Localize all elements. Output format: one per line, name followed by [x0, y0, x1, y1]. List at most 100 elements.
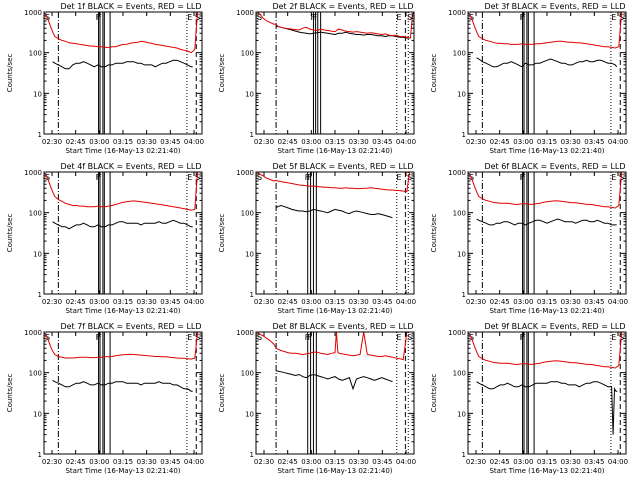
series-line-lld	[257, 12, 414, 39]
y-tick-label: 1	[462, 451, 466, 459]
x-tick-label: 03:15	[537, 458, 557, 466]
series-line-events	[275, 25, 411, 39]
y-tick-label: 1	[250, 451, 254, 459]
series-line-events	[476, 381, 618, 435]
x-tick-label: 03:15	[537, 138, 557, 146]
x-tick-label: 02:30	[466, 138, 486, 146]
panel-title: Det 7f BLACK = Events, RED = LLD	[60, 322, 201, 331]
y-tick-label: 1	[462, 291, 466, 299]
y-tick-label: 100	[453, 210, 466, 218]
marker-s-label: S	[257, 13, 262, 22]
series-line-lld	[257, 172, 411, 193]
y-tick-label: 100	[241, 370, 254, 378]
x-axis-label: Start Time (16-May-13 02:21:40)	[277, 307, 392, 315]
x-tick-label: 02:45	[278, 298, 298, 306]
x-tick-label: 03:00	[89, 138, 109, 146]
panel-title: Det 1f BLACK = Events, RED = LLD	[60, 2, 201, 11]
panel-title: Det 9f BLACK = Events, RED = LLD	[484, 322, 625, 331]
x-tick-label: 03:45	[160, 138, 180, 146]
x-tick-label: 02:45	[490, 298, 510, 306]
x-tick-label: 04:00	[184, 458, 204, 466]
y-tick-label: 1000	[448, 329, 466, 337]
x-tick-label: 03:45	[372, 298, 392, 306]
y-tick-label: 10	[457, 410, 466, 418]
marker-e-label: E	[396, 333, 401, 342]
y-tick-label: 10	[457, 250, 466, 258]
marker-s-label: S	[407, 173, 412, 182]
x-tick-label: 02:45	[66, 458, 86, 466]
marker-s-label: S	[257, 333, 262, 342]
series-line-lld	[44, 172, 199, 211]
x-tick-label: 03:15	[325, 298, 345, 306]
y-tick-label: 10	[33, 250, 42, 258]
x-tick-label: 03:15	[113, 138, 133, 146]
x-tick-label: 04:00	[608, 298, 628, 306]
y-tick-label: 1	[462, 131, 466, 139]
y-tick-label: 100	[29, 50, 42, 58]
x-tick-label: 03:30	[349, 298, 369, 306]
marker-s-label: S	[257, 173, 262, 182]
x-tick-label: 02:30	[254, 298, 274, 306]
y-tick-label: 100	[241, 50, 254, 58]
series-line-events	[476, 218, 617, 226]
y-tick-label: 100	[453, 370, 466, 378]
marker-e-label: E	[187, 13, 192, 22]
y-tick-label: 1	[38, 291, 42, 299]
y-tick-label: 10	[245, 90, 254, 98]
x-tick-label: 02:45	[490, 458, 510, 466]
y-tick-label: 1	[38, 451, 42, 459]
x-axis-label: Start Time (16-May-13 02:21:40)	[277, 147, 392, 155]
x-tick-label: 02:30	[466, 458, 486, 466]
y-tick-label: 1000	[24, 169, 42, 177]
y-tick-label: 10	[457, 90, 466, 98]
x-tick-label: 02:45	[490, 138, 510, 146]
series-line-lld	[44, 12, 199, 54]
series-line-lld	[468, 12, 623, 49]
x-tick-label: 03:30	[349, 458, 369, 466]
y-axis-label: Counts/sec	[218, 54, 226, 93]
y-tick-label: 1000	[236, 169, 254, 177]
y-tick-label: 100	[29, 370, 42, 378]
x-axis-label: Start Time (16-May-13 02:21:40)	[489, 467, 604, 475]
marker-e-label: E	[396, 13, 401, 22]
y-tick-label: 1000	[236, 9, 254, 17]
x-tick-label: 03:15	[537, 298, 557, 306]
x-tick-label: 04:00	[184, 298, 204, 306]
y-tick-label: 1000	[448, 9, 466, 17]
y-tick-label: 1000	[24, 329, 42, 337]
x-axis-label: Start Time (16-May-13 02:21:40)	[489, 307, 604, 315]
panel-title: Det 6f BLACK = Events, RED = LLD	[484, 162, 625, 171]
x-tick-label: 04:00	[184, 138, 204, 146]
y-tick-label: 100	[241, 210, 254, 218]
x-tick-label: 03:45	[160, 298, 180, 306]
marker-e-label: E	[187, 173, 192, 182]
series-line-events	[52, 379, 193, 392]
marker-s-label: S	[407, 13, 412, 22]
y-tick-label: 10	[245, 410, 254, 418]
x-tick-label: 03:00	[513, 458, 533, 466]
x-axis-label: Start Time (16-May-13 02:21:40)	[65, 147, 180, 155]
x-tick-label: 02:45	[278, 458, 298, 466]
x-tick-label: 02:30	[466, 298, 486, 306]
panel-title: Det 4f BLACK = Events, RED = LLD	[60, 162, 201, 171]
y-axis-label: Counts/sec	[430, 214, 438, 253]
series-line-events	[52, 219, 193, 230]
x-tick-label: 02:30	[42, 138, 62, 146]
series-line-events	[476, 57, 618, 68]
series-line-events	[275, 204, 393, 219]
series-line-events	[52, 59, 193, 70]
x-tick-label: 02:45	[278, 138, 298, 146]
series-line-lld	[44, 332, 199, 360]
x-tick-label: 03:30	[561, 298, 581, 306]
x-tick-label: 03:00	[301, 458, 321, 466]
x-tick-label: 04:00	[608, 458, 628, 466]
x-tick-label: 02:45	[66, 298, 86, 306]
